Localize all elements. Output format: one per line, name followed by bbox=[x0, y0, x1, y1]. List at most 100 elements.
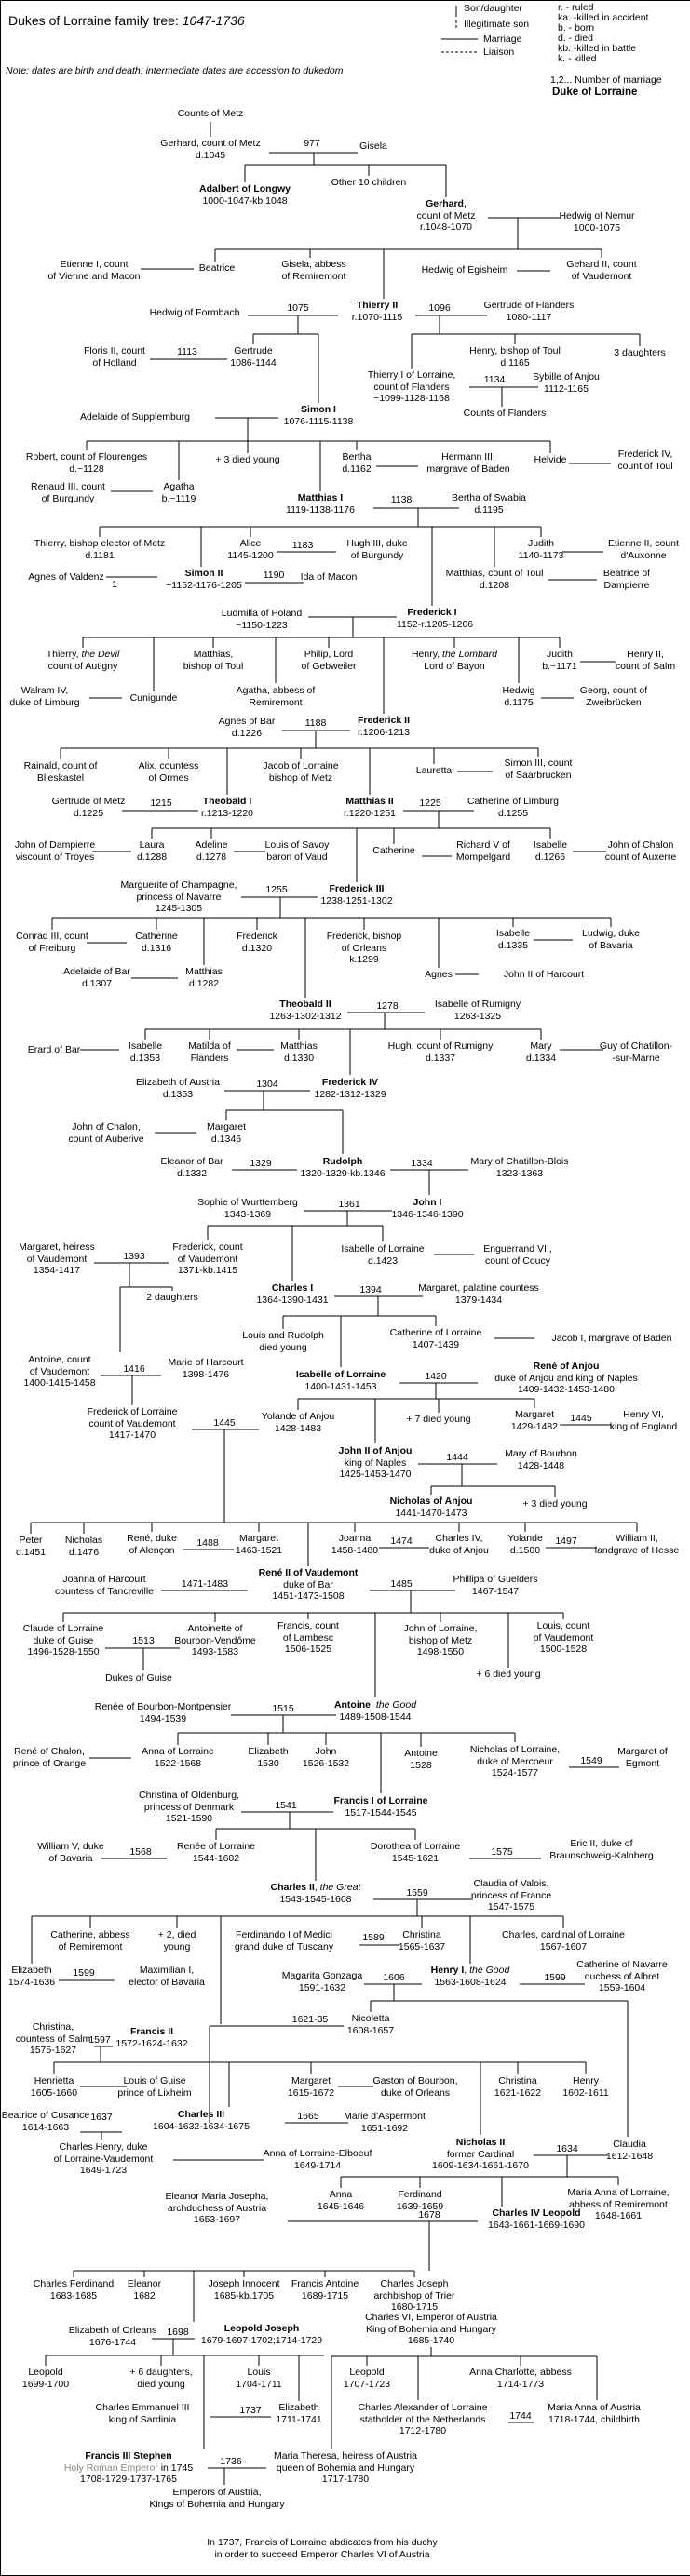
sybille-of-anjou: Sybille of Anjou 1112-1165 bbox=[533, 371, 600, 395]
charles-i: Charles I 1364-1390-1431 bbox=[256, 1282, 329, 1306]
matthias-d1330: Matthias d.1330 bbox=[280, 1040, 318, 1064]
francis-iii-stephen: Francis III Stephen Holy Roman Emperor in… bbox=[63, 2450, 194, 2485]
judith-b1171: Judith b.~1171 bbox=[542, 649, 577, 672]
adelaide-of-supplemburg: Adelaide of Supplemburg bbox=[80, 411, 190, 423]
maria-anna-of-lorraine: Maria Anna of Lorraine, abbess of Remirem… bbox=[567, 2187, 670, 2221]
counts-of-metz: Counts of Metz bbox=[177, 108, 244, 119]
marriage-1744: 1744 bbox=[509, 2410, 532, 2422]
rene-of-anjou: René of Anjou duke of Anjou and king of N… bbox=[494, 1361, 638, 1395]
nicholas-of-mercoeur: Nicholas of Lorraine, duke of Mercoeur 152… bbox=[469, 1744, 561, 1778]
anna-of-lorraine-elboeuf: Anna of Lorraine-Elboeuf 1649-1714 bbox=[263, 2148, 372, 2171]
antoine-count-vaudemont: Antoine, count of Vaudemont 1400-1415-1458 bbox=[23, 1354, 96, 1389]
francis-of-lambesc: Francis, count of Lambesc 1506-1525 bbox=[277, 1620, 339, 1655]
erard-of-bar: Erard of Bar bbox=[27, 1044, 81, 1055]
john-1526: John 1526-1532 bbox=[302, 1746, 350, 1769]
note-text: Note: dates are birth and death; interme… bbox=[6, 65, 344, 76]
etienne-i-vienne: Etienne I, count of Vienne and Macon bbox=[47, 259, 141, 282]
gerhard-ii-duke: Gerhard, count of Metz r.1048-1070 bbox=[416, 198, 476, 233]
bertha-of-swabia: Bertha of Swabia d.1195 bbox=[452, 492, 526, 516]
page-title: Dukes of Lorraine family tree: 1047-1736 bbox=[8, 13, 245, 28]
matthias-d1282: Matthias d.1282 bbox=[185, 966, 223, 989]
rene-of-chalon: René of Chalon, prince of Orange bbox=[12, 1746, 87, 1769]
rudolph: Rudolph 1320-1329-kb.1346 bbox=[300, 1156, 386, 1179]
theobald-ii: Theobald II 1263-1302-1312 bbox=[269, 999, 342, 1022]
elizabeth-1574: Elizabeth 1574-1636 bbox=[7, 1965, 56, 1988]
marriage-1589: 1589 bbox=[362, 1932, 385, 1943]
adelaide-of-bar: Adelaide of Bar d.1307 bbox=[63, 966, 130, 989]
henry-bishop-of-toul: Henry, bishop of Toul d.1165 bbox=[469, 345, 561, 369]
thierry-ii: Thierry II r.1070-1115 bbox=[351, 300, 403, 323]
gebhard-ii-vaudemont: Gehard II, count of Vaudemont bbox=[566, 259, 637, 282]
legend-ruled: r. - ruled bbox=[558, 2, 594, 13]
marriage-1225: 1225 bbox=[419, 798, 441, 809]
marriage-1485: 1485 bbox=[390, 1578, 413, 1590]
marriage-1445-a: 1445 bbox=[213, 1417, 236, 1429]
jacob-i-of-baden: Jacob I, margrave of Baden bbox=[551, 1333, 672, 1344]
frederick-of-lorraine-vaudemont: Frederick of Lorraine count of Vaudemont 1… bbox=[87, 1406, 178, 1441]
nicholas-ii: Nicholas II former Cardinal 1609-1634-1661… bbox=[432, 2137, 529, 2171]
louis-1704: Louis 1704-1711 bbox=[236, 2367, 282, 2390]
isabelle-of-rumigny: Isabelle of Rumigny 1263-1325 bbox=[434, 999, 521, 1022]
marriage-1568: 1568 bbox=[129, 1846, 152, 1858]
margaret-of-egmont: Margaret of Egmont bbox=[617, 1746, 668, 1769]
legend-illegitimate-son: Illegitimate son bbox=[464, 19, 530, 30]
maria-anna-of-austria: Maria Anna of Austria 1718-1744, childbir… bbox=[548, 2402, 641, 2425]
hedwig-of-egisheim: Hedwig of Egisheim bbox=[421, 264, 508, 275]
marriage-1096: 1096 bbox=[428, 302, 451, 314]
marriage-1599-a: 1599 bbox=[73, 1967, 95, 1979]
ludwig-of-bavaria: Ludwig, duke of Bavaria bbox=[582, 928, 640, 951]
frederick-iii: Frederick III 1238-1251-1302 bbox=[320, 883, 393, 906]
john-ii-of-anjou: John II of Anjou king of Naples 1425-1453-… bbox=[338, 1445, 413, 1480]
maria-theresa: Maria Theresa, heiress of Austria queen o… bbox=[274, 2450, 417, 2485]
catherine-of-lorraine-1407: Catherine of Lorraine 1407-1439 bbox=[389, 1327, 482, 1350]
agnes-of-bar: Agnes of Bar d.1226 bbox=[218, 716, 276, 739]
hugh-iii-burgundy: Hugh III, duke of Burgundy bbox=[346, 538, 408, 561]
georg-zweibrucken: Georg, count of Zweibrücken bbox=[579, 685, 648, 708]
claudia-of-valois: Claudia of Valois, princess of France 1547… bbox=[470, 1878, 552, 1912]
eleanor-maria-josepha: Eleanor Maria Josepha, archduchess of Aus… bbox=[165, 2191, 269, 2225]
john-of-dampierre: John of Dampierre viscount of Troyes bbox=[14, 839, 96, 863]
gisela: Gisela bbox=[359, 141, 387, 152]
joanna-of-harcourt: Joanna of Harcourt countess of Tancrevill… bbox=[54, 1574, 155, 1597]
yolande-of-anjou: Yolande of Anjou 1428-1483 bbox=[261, 1411, 335, 1434]
leopold-1699: Leopold 1699-1700 bbox=[21, 2367, 70, 2390]
marriage-1278: 1278 bbox=[376, 1000, 399, 1012]
elizabeth-1530: Elizabeth 1530 bbox=[248, 1746, 289, 1769]
margaret-palatine: Margaret, palatine countess 1379-1434 bbox=[418, 1282, 539, 1306]
isabelle-d1353: Isabelle d.1353 bbox=[128, 1040, 163, 1064]
legend-liaison: Liaison bbox=[483, 47, 515, 58]
mary-d1334: Mary d.1334 bbox=[525, 1040, 557, 1064]
marriage-1575: 1575 bbox=[491, 1846, 513, 1858]
marriage-1255: 1255 bbox=[265, 884, 288, 895]
emperors-of-austria: Emperors of Austria, Kings of Bohemia and… bbox=[149, 2487, 285, 2510]
bertha: Bertha d.1162 bbox=[342, 451, 372, 475]
marriage-number-1: 1 bbox=[112, 579, 117, 590]
leopold-1707: Leopold 1707-1723 bbox=[343, 2367, 391, 2390]
other-10-children: Other 10 children bbox=[331, 177, 407, 188]
legend-marriage-number: 1,2... Number of marriage bbox=[550, 74, 662, 86]
marriage-1471-1483: 1471-1483 bbox=[181, 1578, 229, 1590]
marriage-1497: 1497 bbox=[555, 1536, 577, 1547]
marriage-1416: 1416 bbox=[123, 1363, 145, 1375]
mary-of-bourbon: Mary of Bourbon 1428-1448 bbox=[505, 1448, 577, 1471]
isabelle-d1335: Isabelle d.1335 bbox=[495, 928, 531, 951]
marriage-1621-35: 1621-35 bbox=[291, 2014, 329, 2025]
judith-1140: Judith 1140-1173 bbox=[518, 538, 564, 561]
marriage-1665: 1665 bbox=[297, 2111, 319, 2122]
nicholas-of-anjou: Nicholas of Anjou 1441-1470-1473 bbox=[389, 1496, 473, 1519]
claudia-1612: Claudia 1612-1648 bbox=[605, 2139, 654, 2162]
marriage-1474: 1474 bbox=[390, 1536, 413, 1547]
marriage-1515: 1515 bbox=[272, 1703, 294, 1714]
simon-iii-saarbrucken: Simon III, count of Saarbrucken bbox=[504, 758, 573, 781]
beatrice-of-dampierre: Beatrice of Dampierre bbox=[602, 568, 651, 591]
john-of-chalon-auxerre: John of Chalon count of Auxerre bbox=[604, 839, 677, 863]
alice: Alice 1145-1200 bbox=[227, 538, 274, 561]
john-ii-of-harcourt: John II of Harcourt bbox=[503, 969, 585, 980]
marriage-1190: 1190 bbox=[263, 570, 285, 581]
john-i: John I 1346-1346-1390 bbox=[391, 1197, 464, 1220]
plus-7-died-young: + 7 died young bbox=[406, 1414, 471, 1425]
william-v-bavaria: William V, duke of Bavaria bbox=[37, 1841, 104, 1864]
marriage-1549: 1549 bbox=[580, 1755, 602, 1766]
nicholas-d1476: Nicholas d.1476 bbox=[64, 1535, 103, 1558]
